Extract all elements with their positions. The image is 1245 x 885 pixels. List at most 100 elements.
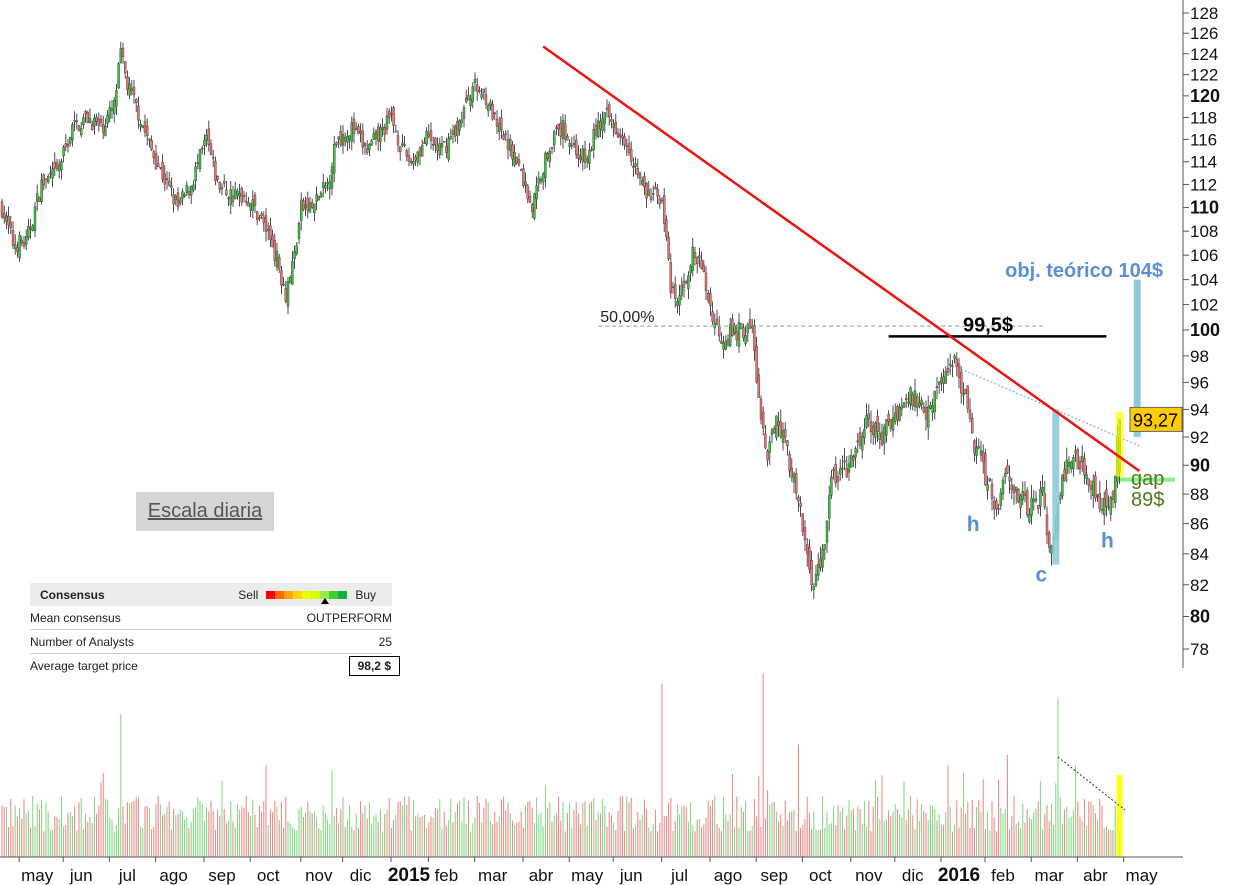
x-tick-label: feb [435,866,459,885]
candle [42,174,45,186]
scale-label[interactable]: Escala diaria [147,500,263,522]
candle [337,136,340,140]
candle [460,119,463,123]
x-tick-label: mar [1035,866,1065,885]
candle [185,185,189,193]
candle [938,381,941,385]
candle [665,219,668,237]
candle [634,163,637,167]
pattern-label-h: h [967,513,980,536]
candle [132,86,136,96]
candle [531,204,534,213]
candle [97,118,101,126]
candle [469,98,472,107]
candle [572,143,576,145]
gauge-segment [320,590,330,599]
candle [1065,459,1069,474]
candle [493,112,496,115]
candle [286,281,290,307]
candle [964,388,967,394]
candle [940,377,943,384]
candle [817,564,820,576]
y-tick-label: 88 [1190,485,1209,504]
candle [1072,457,1075,469]
x-tick-label: dic [902,866,924,885]
x-tick-label: sep [760,866,787,885]
y-tick-label: 82 [1190,576,1209,595]
candle [222,180,226,184]
candle [808,546,811,570]
candle [478,89,481,92]
volume-panel [1,673,1121,857]
candle [293,251,296,259]
consensus-row-analysts: Number of Analysts 25 [30,630,392,654]
candle [1028,514,1031,523]
row-label: Mean consensus [30,610,121,625]
y-tick-label: 118 [1190,108,1217,127]
candle [401,142,404,146]
candle [366,148,369,153]
candle [280,270,283,286]
candle [1025,490,1029,515]
candle [256,211,259,220]
x-tick-label: jul [670,866,688,885]
candle [143,121,147,133]
candle [154,153,158,170]
candle [275,250,279,268]
candle [432,144,435,146]
x-tick-label: sep [208,866,235,885]
candle [907,401,910,404]
candle [181,191,184,200]
candle [40,179,43,203]
candle [150,140,153,150]
consensus-row-mean: Mean consensus OUTPERFORM [30,606,392,630]
y-tick-label: 112 [1190,175,1217,194]
candle [583,148,587,163]
candle [203,139,206,146]
candle [975,447,978,456]
candle [1102,498,1106,516]
candle [7,215,10,226]
candle [101,124,105,133]
candle [1076,449,1080,470]
x-tick-label: nov [305,866,333,885]
x-tick-label: may [1126,866,1159,885]
gap-label: gap [1131,468,1164,490]
candle [174,195,178,200]
candle [722,342,725,350]
candle [1015,486,1018,491]
candle [861,436,864,451]
candle [187,191,191,195]
candle [440,143,444,148]
candle [544,152,547,178]
candle [1105,489,1108,507]
candle [44,178,48,180]
gauge-marker-icon [321,597,330,604]
candle [1111,490,1115,500]
candle [528,196,532,203]
candle [733,325,736,334]
candle [429,130,433,141]
candle [392,107,395,126]
candle [883,426,886,444]
candle [207,128,211,145]
candle [1039,488,1042,507]
candle [676,301,679,306]
candle [258,217,261,219]
candle [302,200,305,210]
candle [944,371,947,384]
candle [152,151,156,159]
candle [599,121,602,130]
x-tick-label: ago [159,866,187,885]
candle [322,182,325,188]
candle [612,123,615,128]
candle [704,272,708,292]
candle [902,402,906,408]
y-tick-label: 90 [1190,455,1210,475]
scale-label-box[interactable]: Escala diaria [136,492,274,531]
candle [458,120,461,131]
x-tick-label: mar [478,866,508,885]
y-tick-label: 108 [1190,222,1218,241]
candle [328,181,331,190]
candle [313,203,316,214]
